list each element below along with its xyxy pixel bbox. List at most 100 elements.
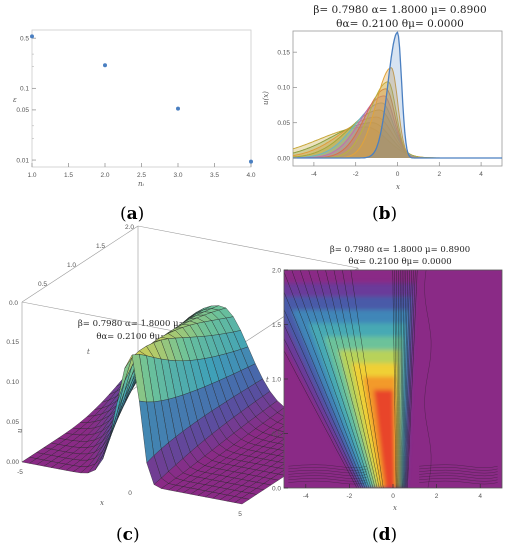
panel-d-ripple: [419, 467, 498, 471]
panel-d-ytick-label: 1.0: [272, 376, 281, 383]
panel-d-contour-line: [396, 270, 399, 488]
panel-d-label: (d): [372, 525, 397, 545]
panel-c-box-edge: [21, 225, 139, 303]
panel-d-contour-line: [284, 350, 358, 488]
panel-b-ytick-label: 0.10: [277, 85, 290, 92]
panel-a-points: [30, 34, 253, 164]
panel-b-x-ticks: -4 -2 0 2 4: [311, 162, 483, 178]
panel-b-xtick-label: 4: [479, 171, 483, 178]
panel-d-contour-line: [394, 270, 398, 488]
panel-c-ztick-label: 0.15: [6, 339, 19, 346]
panel-d-contour-line: [401, 270, 407, 488]
panel-b-ytick-label: 0.05: [277, 120, 290, 127]
panel-a-xtick-label: 3.0: [173, 172, 182, 179]
panel-d-contour-line: [316, 270, 376, 488]
panel-d-contour-line: [405, 270, 414, 488]
panel-d-xtick-label: 0: [391, 493, 395, 500]
panel-d-contour-line: [424, 270, 432, 488]
panel-d-contour-line: [406, 270, 416, 488]
panel-c: β= 0.7980 α= 1.8000 μ= 0.8900 θα= 0.2100…: [6, 224, 359, 545]
panel-c-xtick-label: 5: [238, 511, 242, 518]
panel-d-bands: [284, 283, 416, 488]
panel-d-ripple: [419, 472, 498, 477]
panel-a-xtick-label: 1.0: [27, 172, 36, 179]
panel-c-ttick-label: 0.5: [38, 281, 47, 288]
panel-a-xtick-label: 1.5: [64, 172, 73, 179]
panel-a-ytick-label: 0.1: [20, 86, 29, 93]
panel-d-ripple: [419, 464, 498, 468]
panel-a-y-ticks: 0.5 0.1 0.05 0.01: [16, 35, 36, 164]
panel-b-xtick-label: 0: [396, 171, 400, 178]
panel-d-contour-line: [402, 270, 409, 488]
panel-d-contour-line: [333, 270, 380, 488]
panel-a-label: (a): [120, 204, 144, 224]
panel-b-series-fill: [293, 127, 502, 158]
panel-c-letter: c: [123, 525, 133, 545]
panel-d-contour-line: [403, 270, 410, 488]
panel-b-label: (b): [372, 204, 397, 224]
panel-b-curves: [292, 31, 502, 159]
panel-d-ripple: [288, 469, 367, 474]
panel-d-letter: d: [379, 525, 391, 545]
panel-c-title-line1: β= 0.7980 α= 1.8000 μ= 0.8900: [78, 319, 218, 329]
panel-d-contour-line: [400, 270, 403, 488]
panel-c-label: (c): [116, 525, 140, 545]
panel-b-xtick-label: -2: [353, 171, 359, 178]
panel-c-ttick-label: 2.0: [125, 224, 134, 231]
panel-a-xtick-label: 2.5: [137, 172, 146, 179]
panel-b-title-line2: θα= 0.2100 θμ= 0.0000: [336, 18, 464, 30]
panel-d-ytick-label: 0.5: [272, 431, 281, 438]
panel-d-contour-line: [291, 270, 370, 488]
panel-b-ytick-label: 0.00: [277, 155, 290, 162]
panel-d-ripple: [419, 475, 498, 479]
panel-d-contour-line: [284, 291, 366, 488]
panel-d-contour-line: [407, 270, 418, 488]
panel-d-ylabel: t: [266, 376, 269, 384]
panel-d-contour-line: [299, 270, 372, 488]
panel-d-contour-line: [401, 270, 405, 488]
panel-b-title-line1: β= 0.7980 α= 1.8000 μ= 0.8900: [313, 4, 486, 16]
panel-b-series-fill: [293, 32, 502, 158]
panel-d-ripple: [419, 478, 498, 482]
panel-d-xtick-label: -2: [347, 493, 353, 500]
panel-d-contour-line: [325, 270, 378, 488]
panel-d-xtick-label: 4: [478, 493, 482, 500]
panel-d-contour-line: [308, 270, 374, 488]
panel-c-ttick-label: 0.0: [9, 300, 18, 307]
panel-d-contour-line: [342, 270, 382, 488]
panel-a-point: [249, 159, 253, 164]
panel-a-x-ticks: 1.0 1.5 2.0 2.5 3.0 3.5 4.0: [27, 163, 256, 179]
panel-a-ylabel: ε: [13, 96, 17, 104]
panel-d-contour-line: [399, 270, 401, 488]
panel-d-ripple: [288, 475, 367, 479]
panel-d-ytick-label: 1.5: [272, 322, 281, 329]
panel-d-xtick-label: -4: [303, 493, 309, 500]
panel-d-contour-line: [404, 270, 412, 488]
panel-a-ytick-label: 0.5: [20, 35, 29, 42]
panel-d: β= 0.7980 α= 1.8000 μ= 0.8900 θα= 0.2100…: [266, 245, 503, 545]
panel-d-contour-line: [284, 324, 362, 488]
panel-d-xtick-label: 2: [435, 493, 439, 500]
panel-a-xtick-label: 2.0: [100, 172, 109, 179]
panel-c-xtick-label: 0: [128, 490, 132, 497]
panel-d-y-ticks: 0.0 0.5 1.0 1.5 2.0: [272, 267, 288, 492]
panel-b-xlabel: x: [396, 183, 400, 191]
panel-d-ripple: [288, 478, 367, 482]
panel-a-xtick-label: 4.0: [246, 172, 255, 179]
panel-b-series-line: [293, 31, 502, 159]
panel-d-contour-line: [284, 271, 368, 488]
panel-c-tlabel: t: [87, 348, 90, 356]
panel-d-ytick-label: 0.0: [272, 485, 281, 492]
panel-c-title-line2: θα= 0.2100 θμ= 0.0000: [96, 332, 199, 342]
panel-d-ripple: [288, 467, 367, 471]
panel-b-y-ticks: 0.00 0.05 0.10 0.15: [277, 49, 297, 162]
panel-c-ztick-label: 0.00: [6, 459, 19, 466]
panel-b-xtick-label: 2: [437, 171, 441, 178]
panel-d-contours: [284, 270, 498, 488]
panel-c-ttick-label: 1.5: [96, 243, 105, 250]
panel-d-band: [373, 389, 396, 488]
panel-c-surface: [21, 305, 359, 505]
panel-d-ytick-label: 2.0: [272, 267, 281, 274]
panel-c-xlabel: x: [100, 499, 104, 507]
